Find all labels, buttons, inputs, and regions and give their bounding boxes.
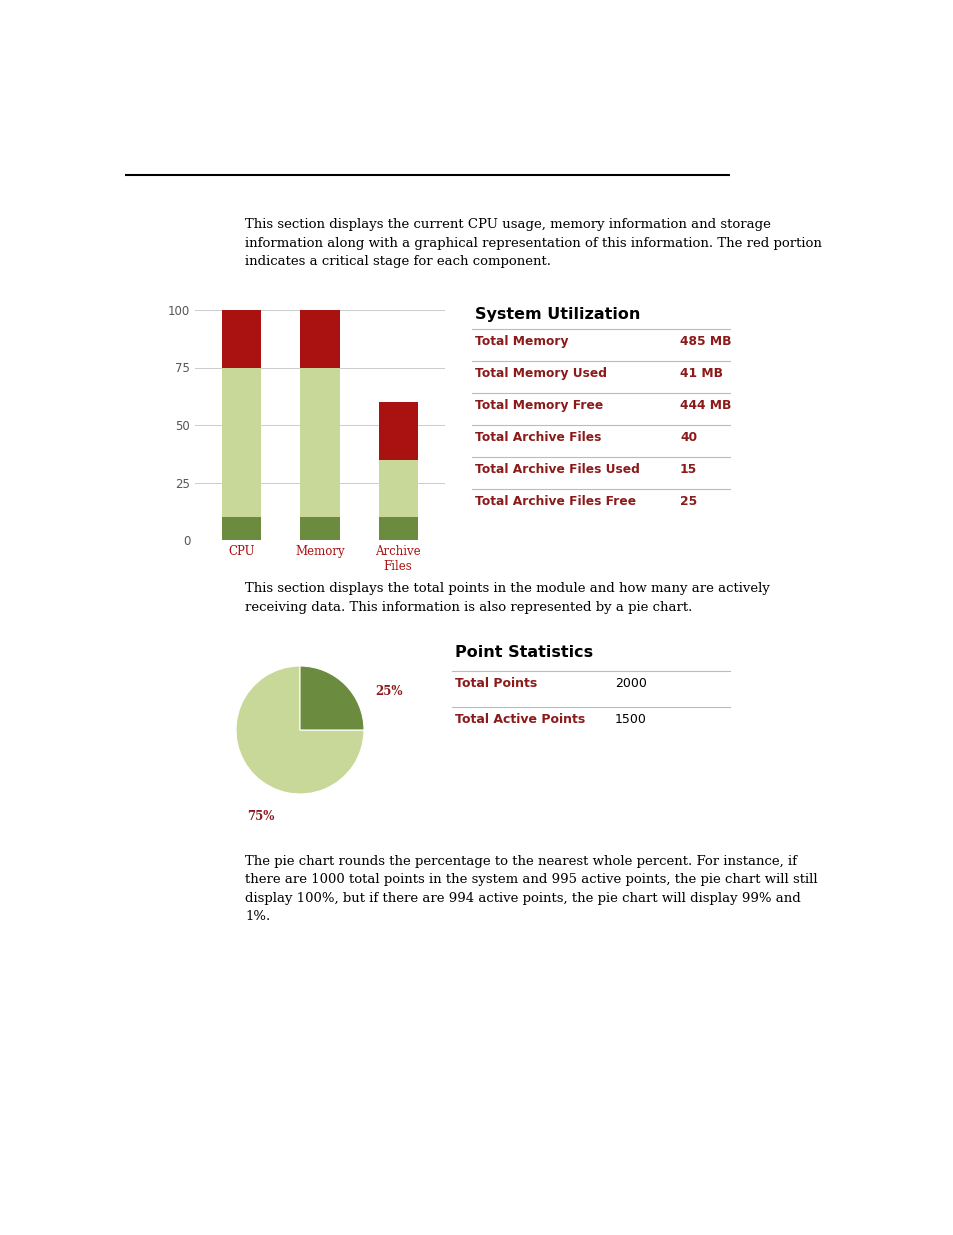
Bar [300, 368, 339, 517]
Bar [378, 459, 417, 517]
Text: 444 MB: 444 MB [679, 399, 731, 412]
Text: Total Memory: Total Memory [475, 335, 568, 348]
Text: Total Points: Total Points [455, 677, 537, 690]
Bar [300, 517, 339, 540]
Text: This section displays the current CPU usage, memory information and storage
info: This section displays the current CPU us… [245, 219, 821, 268]
Text: 25%: 25% [375, 685, 402, 698]
Text: 15: 15 [679, 463, 697, 475]
Text: 40: 40 [679, 431, 697, 445]
Bar [222, 517, 261, 540]
Text: Total Archive Files Used: Total Archive Files Used [475, 463, 639, 475]
Bar [222, 368, 261, 517]
Text: 485 MB: 485 MB [679, 335, 731, 348]
Wedge shape [235, 666, 364, 794]
Text: This section displays the total points in the module and how many are actively
r: This section displays the total points i… [245, 582, 769, 614]
Bar [378, 403, 417, 459]
Text: 2000: 2000 [615, 677, 646, 690]
Text: The pie chart rounds the percentage to the nearest whole percent. For instance, : The pie chart rounds the percentage to t… [245, 855, 817, 924]
Text: System Utilization: System Utilization [475, 308, 639, 322]
Text: Total Memory Used: Total Memory Used [475, 367, 606, 380]
Text: 41 MB: 41 MB [679, 367, 722, 380]
Text: 25: 25 [679, 495, 697, 508]
Bar [222, 310, 261, 368]
Text: Total Memory Free: Total Memory Free [475, 399, 602, 412]
Wedge shape [299, 666, 364, 730]
Text: Total Archive Files: Total Archive Files [475, 431, 600, 445]
Text: 1500: 1500 [615, 713, 646, 726]
Text: Point Statistics: Point Statistics [455, 645, 593, 659]
Bar [300, 310, 339, 368]
Bar [378, 517, 417, 540]
Text: Total Active Points: Total Active Points [455, 713, 584, 726]
Text: 75%: 75% [247, 810, 274, 823]
Text: Total Archive Files Free: Total Archive Files Free [475, 495, 636, 508]
